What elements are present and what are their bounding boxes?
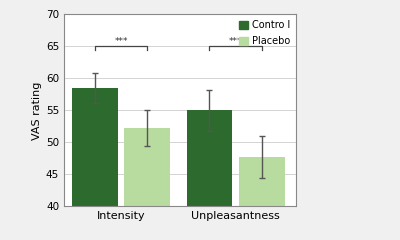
Bar (72, 88, 118, 206)
Text: ***: *** (229, 37, 242, 46)
Bar (186, 110, 232, 206)
Y-axis label: VAS rating: VAS rating (32, 81, 42, 140)
Bar (124, 128, 170, 206)
Text: ***: *** (114, 37, 128, 46)
Bar (239, 157, 284, 206)
Legend: Contro l, Placebo: Contro l, Placebo (238, 19, 291, 47)
